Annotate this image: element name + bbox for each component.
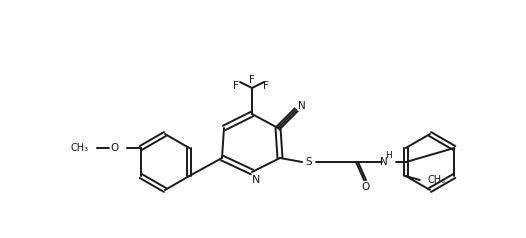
Text: F: F: [233, 81, 239, 91]
Text: N: N: [380, 157, 388, 167]
Text: O: O: [110, 143, 119, 153]
Text: CH₃: CH₃: [428, 175, 446, 185]
Text: F: F: [263, 81, 269, 91]
Text: O: O: [362, 182, 370, 192]
Text: N: N: [298, 101, 306, 111]
Text: CH₃: CH₃: [70, 143, 89, 153]
Text: F: F: [249, 75, 255, 85]
Text: H: H: [385, 152, 391, 160]
Text: S: S: [306, 157, 312, 167]
Text: N: N: [252, 175, 260, 185]
